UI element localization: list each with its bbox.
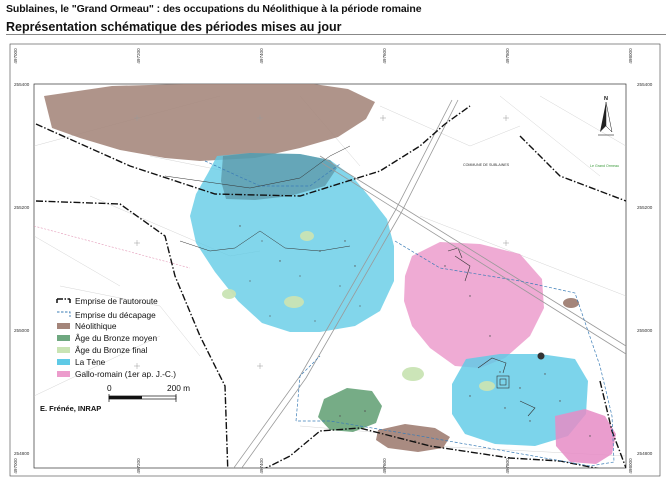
map-title: Sublaines, le "Grand Ormeau" : des occup… [6,3,422,15]
legend-label: Néolithique [75,321,117,331]
legend-swatch-autoroute [56,298,71,303]
x-tick-label: 497600 [382,48,387,64]
enclosure-structures [447,247,545,417]
legend-label: Âge du Bronze moyen [75,333,157,343]
y-tick-label: 255400 [14,82,30,87]
header-divider [6,34,666,35]
legend-item-gallo-romain: Gallo-romain (1er ap. J.-C.) [57,369,176,379]
site-label: Le Grand Ormeau [590,164,619,168]
zone-bronze-final [402,367,424,381]
legend-item-decapage: Emprise du décapage [57,310,156,320]
legend-item-bronze-moyen: Âge du Bronze moyen [57,333,157,343]
y-tick-label: 255000 [14,328,30,333]
x-tick-label: 497000 [13,48,18,64]
legend-label: Emprise du décapage [75,310,156,320]
zone-la-tene-south [452,354,588,446]
legend-label: Gallo-romain (1er ap. J.-C.) [75,369,176,379]
legend-label: Âge du Bronze final [75,345,148,355]
grid-crosses [134,115,509,369]
legend-swatch-bronze-final [57,347,70,353]
autoroute-road [233,99,626,468]
y-tick-label: 254800 [14,451,30,456]
y-tick-label: 255200 [14,205,30,210]
zone-bronze-final [300,231,314,241]
x-ticks-top: 497000 497200 497400 497600 497800 49800… [13,48,633,64]
north-arrow-icon: N [598,96,614,136]
y-tick-label: 255000 [637,328,653,333]
y-tick-label: 255200 [637,205,653,210]
y-ticks-left: 255400 255200 255000 254800 [14,82,30,456]
legend-swatch-decapage [57,311,71,317]
scale-bar: 0 200 m [107,383,190,402]
legend-item-neolithique: Néolithique [57,321,117,331]
x-tick-label: 497400 [259,458,264,474]
site-map: 497000 497200 497400 497600 497800 49800… [9,43,661,477]
outer-frame [9,43,661,477]
legend-swatch-bronze-moyen [57,335,70,341]
map-subtitle: Représentation schématique des périodes … [6,20,342,34]
x-tick-label: 498000 [628,48,633,64]
commune-label: COMMUNE DE SUBLAINES [463,163,510,167]
y-tick-label: 255400 [637,82,653,87]
scale-start-label: 0 [107,383,112,393]
x-tick-label: 497800 [505,458,510,474]
zone-neolithique-small [563,298,579,308]
decapage-boundary [204,160,615,467]
legend-item-bronze-final: Âge du Bronze final [57,345,148,355]
excavated-features [239,225,591,442]
legend-item-autoroute: Emprise de l'autoroute [56,296,158,306]
x-tick-label: 498000 [628,458,633,474]
map-header: Sublaines, le "Grand Ormeau" : des occup… [6,3,666,34]
legend: Emprise de l'autoroute Emprise du décapa… [56,296,176,379]
x-tick-label: 497200 [136,458,141,474]
north-label: N [604,96,608,102]
y-ticks-right: 255400 255200 255000 254800 [637,82,653,456]
x-tick-label: 497600 [382,458,387,474]
legend-item-la-tene: La Tène [57,357,106,367]
legend-swatch-gallo-romain [57,371,70,377]
scale-end-label: 200 m [167,383,190,393]
legend-swatch-la-tene [57,359,70,365]
zone-neolithique-south [376,424,450,452]
x-tick-label: 497200 [136,48,141,64]
legend-label: La Tène [75,357,106,367]
legend-label: Emprise de l'autoroute [75,296,158,306]
zone-neolithique-north [44,84,375,161]
y-tick-label: 254800 [637,451,653,456]
autoroute-boundary [35,105,626,468]
zone-bronze-final [284,296,304,308]
x-tick-label: 497400 [259,48,264,64]
zone-bronze-final [479,381,495,391]
commune-boundary-line [34,225,191,269]
zone-gallo-romain-south [555,409,616,464]
credit-label: E. Frénée, INRAP [40,404,101,413]
zone-bronze-moyen [318,388,382,432]
legend-swatch-neolithique [57,323,70,329]
terrain-lines [164,145,351,252]
x-tick-label: 497000 [13,458,18,474]
x-tick-label: 497800 [505,48,510,64]
zone-bronze-final [222,289,236,299]
x-ticks-bottom: 497000 497200 497400 497600 497800 49800… [13,458,633,474]
